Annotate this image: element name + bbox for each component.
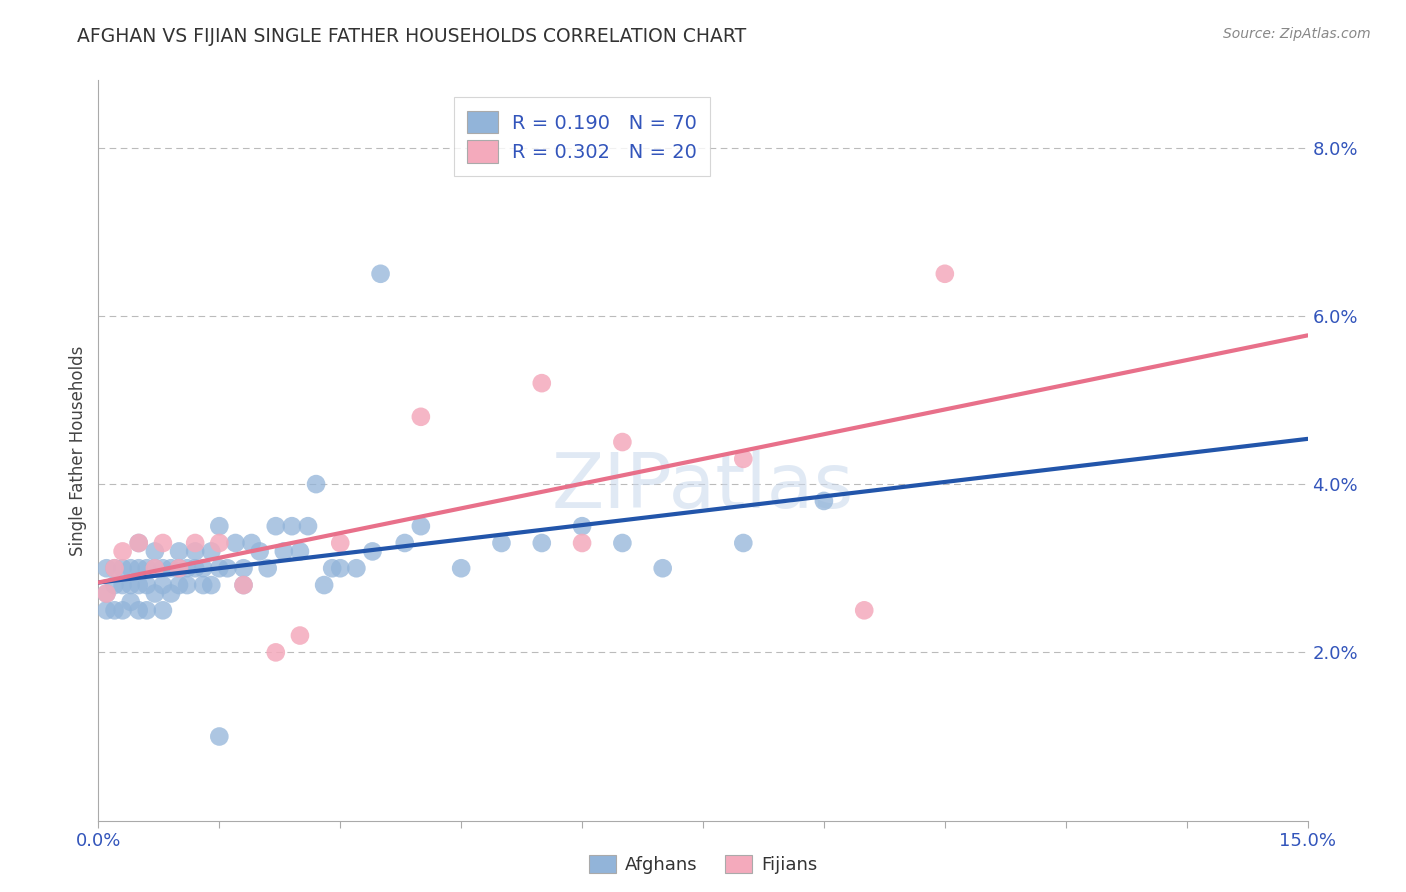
Point: [128, 603, 150, 617]
Point: [733, 536, 755, 550]
Point: [96, 561, 118, 575]
Point: [232, 578, 254, 592]
Point: [128, 561, 150, 575]
Point: [152, 536, 174, 550]
Point: [256, 561, 278, 575]
Point: [288, 544, 311, 558]
Point: [152, 578, 174, 592]
Point: [128, 578, 150, 592]
Point: [143, 544, 166, 558]
Point: [143, 561, 166, 575]
Point: [651, 561, 673, 575]
Point: [167, 561, 190, 575]
Point: [321, 561, 343, 575]
Point: [264, 645, 287, 659]
Point: [120, 561, 142, 575]
Point: [111, 544, 134, 558]
Point: [934, 267, 956, 281]
Point: [217, 561, 239, 575]
Point: [160, 586, 183, 600]
Point: [120, 578, 142, 592]
Point: [305, 477, 328, 491]
Point: [264, 519, 287, 533]
Point: [111, 561, 134, 575]
Point: [224, 536, 246, 550]
Text: ZIPatlas: ZIPatlas: [551, 450, 855, 524]
Point: [160, 561, 183, 575]
Point: [232, 561, 254, 575]
Point: [96, 603, 118, 617]
Point: [103, 578, 125, 592]
Point: [361, 544, 384, 558]
Point: [530, 376, 553, 391]
Point: [813, 494, 835, 508]
Point: [733, 451, 755, 466]
Point: [409, 519, 432, 533]
Point: [409, 409, 432, 424]
Point: [167, 561, 190, 575]
Point: [314, 578, 336, 592]
Point: [240, 536, 263, 550]
Point: [281, 519, 304, 533]
Point: [571, 536, 593, 550]
Point: [612, 536, 634, 550]
Point: [200, 578, 222, 592]
Point: [96, 586, 118, 600]
Point: [111, 603, 134, 617]
Point: [184, 544, 207, 558]
Point: [208, 730, 231, 744]
Point: [394, 536, 416, 550]
Point: [143, 586, 166, 600]
Point: [176, 578, 198, 592]
Point: [152, 561, 174, 575]
Point: [249, 544, 271, 558]
Point: [273, 544, 295, 558]
Point: [176, 561, 198, 575]
Point: [208, 536, 231, 550]
Point: [96, 586, 118, 600]
Point: [530, 536, 553, 550]
Legend: R = 0.190   N = 70, R = 0.302   N = 20: R = 0.190 N = 70, R = 0.302 N = 20: [454, 97, 710, 177]
Point: [208, 561, 231, 575]
Point: [329, 536, 352, 550]
Point: [103, 603, 125, 617]
Point: [193, 561, 215, 575]
Point: [491, 536, 513, 550]
Point: [152, 603, 174, 617]
Point: [111, 578, 134, 592]
Point: [143, 561, 166, 575]
Point: [370, 267, 392, 281]
Text: Source: ZipAtlas.com: Source: ZipAtlas.com: [1223, 27, 1371, 41]
Y-axis label: Single Father Households: Single Father Households: [69, 345, 87, 556]
Point: [103, 561, 125, 575]
Point: [329, 561, 352, 575]
Point: [297, 519, 319, 533]
Point: [450, 561, 472, 575]
Point: [135, 603, 157, 617]
Point: [208, 519, 231, 533]
Point: [167, 578, 190, 592]
Point: [612, 435, 634, 450]
Point: [135, 561, 157, 575]
Point: [288, 628, 311, 642]
Point: [571, 519, 593, 533]
Point: [344, 561, 367, 575]
Point: [103, 561, 125, 575]
Point: [135, 578, 157, 592]
Legend: Afghans, Fijians: Afghans, Fijians: [579, 846, 827, 883]
Point: [184, 561, 207, 575]
Point: [200, 544, 222, 558]
Point: [184, 536, 207, 550]
Point: [853, 603, 876, 617]
Point: [232, 578, 254, 592]
Point: [120, 595, 142, 609]
Text: AFGHAN VS FIJIAN SINGLE FATHER HOUSEHOLDS CORRELATION CHART: AFGHAN VS FIJIAN SINGLE FATHER HOUSEHOLD…: [77, 27, 747, 45]
Point: [167, 544, 190, 558]
Point: [128, 536, 150, 550]
Point: [193, 578, 215, 592]
Point: [128, 536, 150, 550]
